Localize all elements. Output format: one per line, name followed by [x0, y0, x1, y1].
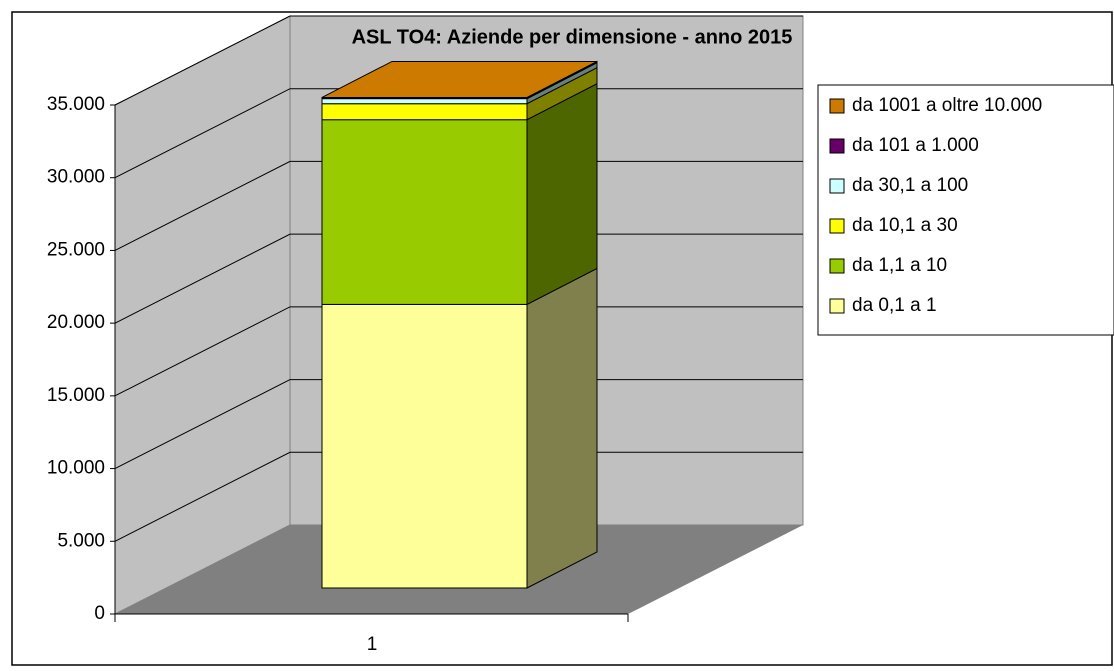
legend-label: da 101 a 1.000 [852, 135, 979, 156]
chart-title: ASL TO4: Aziende per dimensione - anno 2… [352, 26, 793, 48]
legend-swatch [830, 219, 844, 233]
legend-swatch [830, 259, 844, 273]
y-tick-label: 20.000 [47, 312, 105, 333]
bar-front [322, 104, 527, 120]
y-tick-label: 35.000 [47, 94, 105, 115]
legend-label: da 0,1 a 1 [852, 295, 937, 316]
y-tick-label: 10.000 [47, 458, 105, 479]
legend-swatch [830, 139, 844, 153]
legend-swatch [830, 99, 844, 113]
legend-label: da 30,1 a 100 [852, 175, 968, 196]
y-tick-label: 15.000 [47, 385, 105, 406]
bar-front [322, 304, 527, 588]
legend-swatch [830, 299, 844, 313]
bar-front [322, 120, 527, 305]
x-tick-label: 1 [367, 634, 378, 655]
y-tick-label: 0 [94, 603, 105, 624]
bar-side [527, 268, 597, 588]
legend-swatch [830, 179, 844, 193]
legend-label: da 10,1 a 30 [852, 215, 958, 236]
legend-label: da 1,1 a 10 [852, 255, 947, 276]
bar-side [527, 84, 597, 305]
y-tick-label: 25.000 [47, 239, 105, 260]
bar-front [322, 99, 527, 104]
y-tick-label: 5.000 [57, 530, 105, 551]
left-wall [115, 16, 290, 614]
y-tick-label: 30.000 [47, 167, 105, 188]
legend-label: da 1001 a oltre 10.000 [852, 95, 1042, 116]
